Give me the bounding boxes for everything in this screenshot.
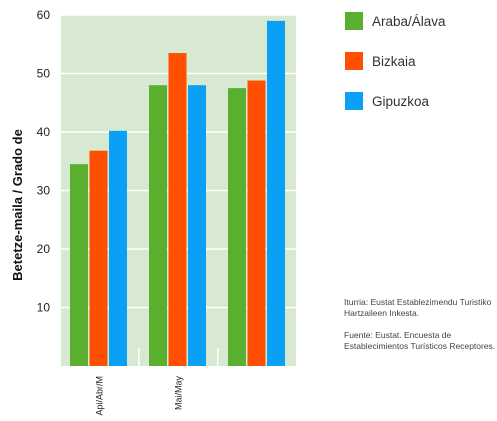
source-notes: Iturria: Eustat Establezimendu Turistiko…	[344, 297, 496, 363]
x-tick-label: Mai/May	[173, 376, 183, 411]
bar	[149, 85, 167, 366]
source-note-es: Fuente: Eustat. Encuesta de Establecimie…	[344, 330, 496, 351]
x-tick-label: Api/Abr/M	[94, 376, 104, 416]
legend: Araba/Álava Bizkaia Gipuzkoa	[345, 11, 446, 131]
legend-label-araba: Araba/Álava	[372, 13, 446, 29]
bars	[70, 20, 285, 367]
legend-swatch-araba	[345, 12, 363, 30]
bar	[188, 85, 206, 366]
bar	[247, 80, 266, 367]
y-axis-title: Betetze-maila / Grado de	[10, 129, 25, 281]
legend-item-gipuzkoa: Gipuzkoa	[345, 91, 446, 111]
y-tick-label: 10	[37, 301, 51, 315]
y-tick-labels: 10 20 30 40 50 60	[37, 8, 51, 315]
y-tick-label: 40	[37, 125, 51, 139]
x-tick-labels: Api/Abr/M Mai/May	[94, 376, 183, 416]
bar	[109, 130, 127, 366]
y-tick-label: 20	[37, 242, 51, 256]
y-tick-label: 60	[37, 8, 51, 22]
y-tick-label: 50	[37, 67, 51, 81]
legend-swatch-gipuzkoa	[345, 92, 363, 110]
source-note-eu: Iturria: Eustat Establezimendu Turistiko…	[344, 297, 492, 318]
y-tick-label: 30	[37, 184, 51, 198]
bar	[267, 20, 285, 366]
bar	[228, 88, 246, 366]
legend-label-bizkaia: Bizkaia	[372, 53, 416, 69]
legend-item-araba: Araba/Álava	[345, 11, 446, 31]
bar	[70, 164, 88, 366]
legend-swatch-bizkaia	[345, 52, 363, 70]
bar	[168, 53, 187, 367]
legend-item-bizkaia: Bizkaia	[345, 51, 446, 71]
bar	[89, 150, 108, 366]
legend-label-gipuzkoa: Gipuzkoa	[372, 93, 430, 109]
